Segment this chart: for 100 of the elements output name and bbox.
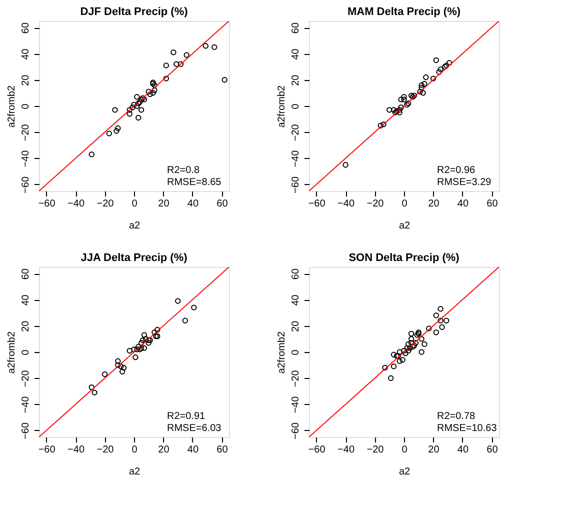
point: [150, 90, 156, 96]
point: [222, 77, 228, 83]
x-axis-title: a2: [398, 220, 410, 232]
annotation: RMSE=3.29: [437, 177, 492, 188]
annotation: R2=0.96: [437, 165, 476, 176]
point: [423, 74, 429, 80]
point: [418, 84, 424, 91]
x-tick-label: 60: [486, 444, 498, 456]
x-tick-label: 40: [457, 444, 469, 456]
point: [191, 304, 197, 310]
point: [152, 330, 158, 336]
x-tick-label: 40: [457, 198, 469, 210]
point: [132, 354, 138, 360]
point: [88, 152, 94, 158]
point: [418, 82, 424, 88]
x-tick-label: 40: [187, 198, 199, 210]
y-tick-label: 0: [290, 103, 302, 110]
point: [138, 107, 144, 113]
point: [131, 346, 137, 352]
point: [439, 324, 445, 330]
x-tick-label: −40: [338, 198, 355, 210]
x-tick-label: −60: [38, 444, 56, 456]
y-tick-label: 60: [20, 22, 32, 34]
annotation: R2=0.8: [167, 165, 200, 176]
x-tick-label: 20: [158, 444, 170, 456]
point: [202, 43, 208, 49]
point: [402, 350, 408, 356]
point: [426, 326, 432, 332]
y-tick-label: −60: [20, 422, 32, 440]
point: [170, 50, 176, 56]
point: [408, 336, 414, 342]
point: [430, 76, 436, 82]
y-tick-label: −40: [290, 396, 302, 414]
point: [154, 326, 160, 333]
y-tick-label: −60: [20, 176, 32, 194]
point: [146, 88, 152, 94]
point: [438, 318, 444, 324]
point: [388, 375, 394, 381]
point: [418, 349, 424, 355]
x-tick-label: −60: [38, 198, 56, 210]
y-tick-label: 20: [290, 320, 302, 332]
point: [134, 346, 140, 352]
point: [408, 330, 414, 337]
point: [102, 371, 108, 378]
point: [390, 364, 397, 370]
x-tick-label: 0: [402, 198, 408, 210]
point: [420, 90, 426, 96]
x-tick-label: 60: [216, 444, 228, 456]
y-tick-label: 60: [290, 22, 302, 34]
point: [136, 114, 142, 121]
point: [126, 348, 132, 354]
point: [115, 358, 121, 364]
point: [418, 336, 424, 342]
point: [184, 52, 190, 58]
y-tick-label: −20: [20, 124, 32, 142]
y-axis-title: a2fromb2: [6, 330, 18, 374]
x-tick-label: 0: [132, 444, 138, 456]
x-tick-label: −20: [366, 444, 384, 456]
y-tick-label: −40: [20, 396, 32, 414]
point: [130, 104, 136, 110]
y-tick-label: −40: [290, 150, 302, 168]
point: [438, 306, 444, 312]
x-tick-label: −60: [308, 444, 326, 456]
y-tick-label: 20: [20, 74, 32, 86]
point: [212, 44, 218, 50]
x-tick-label: −40: [338, 444, 355, 456]
point: [342, 162, 348, 168]
y-tick-label: 60: [290, 268, 302, 280]
point: [146, 340, 152, 346]
y-tick-label: −20: [290, 370, 302, 388]
y-tick-label: 20: [290, 74, 302, 86]
point: [106, 130, 112, 136]
point: [436, 69, 442, 75]
point: [163, 76, 169, 82]
y-tick-label: −20: [20, 370, 32, 388]
point: [396, 110, 402, 116]
chart-title: MAM Delta Precip (%): [347, 6, 461, 18]
point: [422, 80, 428, 87]
point: [433, 312, 439, 318]
point: [438, 66, 444, 72]
x-tick-label: 20: [428, 198, 440, 210]
y-tick-label: 60: [20, 268, 32, 280]
point: [412, 340, 419, 346]
y-tick-label: 0: [290, 349, 302, 356]
x-tick-label: 40: [187, 444, 199, 456]
chart-title: DJF Delta Precip (%): [80, 6, 188, 18]
point: [152, 87, 158, 94]
point: [174, 61, 180, 67]
y-axis-title: a2fromb2: [276, 84, 288, 128]
point: [92, 390, 98, 396]
x-tick-label: 20: [158, 198, 170, 210]
x-tick-label: 60: [216, 198, 228, 210]
point: [406, 341, 412, 347]
x-tick-label: −40: [68, 198, 85, 210]
point: [136, 344, 142, 350]
point: [406, 348, 412, 354]
annotation: RMSE=6.03: [167, 423, 222, 434]
point: [115, 125, 121, 132]
point: [114, 128, 120, 134]
point: [401, 348, 407, 354]
